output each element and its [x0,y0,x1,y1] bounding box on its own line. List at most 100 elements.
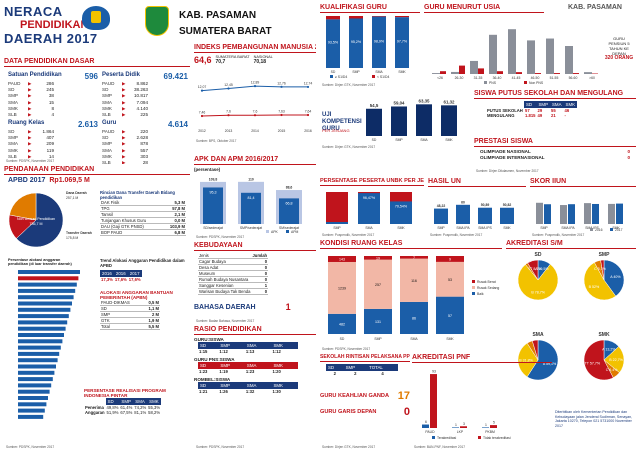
data-label: A 59,1% [543,362,557,366]
rank-bar [18,295,74,300]
rank-bar [18,402,47,407]
row-value: 6,8 M [163,229,186,236]
guru-label: Guru [102,120,117,126]
ipm-panel: INDEKS PEMBANGUNAN MANUSIA 2016 64,6 SUM… [194,44,316,144]
header-line1: NERACA [4,4,63,19]
tick-label: 2014 [251,129,259,133]
legend-swatch [286,230,289,233]
row-value: Jumlah [251,253,269,259]
hasilun-source: Sumber: Puspendik, November 2017 [430,233,483,237]
prestasi-row: OLIMPIADE NASIONAL 0 [480,149,630,154]
list-item: SMP ▶ 407 [8,135,98,141]
table-row: Warisan Budaya Tak Benda 0 [198,288,269,295]
arrow-right-icon: ▶ [28,147,32,153]
legend-swatch [590,228,593,231]
list-item: SD ▶ 245 [8,87,98,93]
arrow-right-icon: ▶ [28,99,32,105]
keahlian-title: GURU KEAHLIAN GANDA [320,393,389,399]
row-label: GTK [100,317,143,324]
bar [544,204,551,224]
trend-title: Trend Alokasi Anggaran Pendidikan dalam … [100,258,185,268]
bar [366,108,382,136]
arrow-right-icon: ▶ [28,87,32,93]
pie-slice [526,339,559,381]
ipm-title: INDEKS PEMBANGUNAN MANUSIA 2016 [194,44,316,53]
legend-swatch [472,292,475,295]
kondisi-source: Sumber: PDSPK, November 2017 [322,347,371,351]
ulang-v-sma: 21 [551,113,556,118]
putus-table: SD SMP SMA SMK PUTUS SEKOLAH 57 29 55 46… [486,101,578,118]
legend-swatch [524,81,527,84]
bar [432,73,440,74]
ulang-v-smp: 49 [537,113,543,118]
legend-swatch [432,436,435,439]
prestasi-nasional-value: 0 [627,149,630,154]
rasio-gs-smp: 1:12 [219,349,228,354]
data-label: A 10,5% [535,267,549,271]
legend-label: Rusak Sedang [477,286,499,290]
row-label: Warisan Budaya Tak Benda [198,288,252,295]
list-item-value: 28 [142,160,148,164]
pip-anggaran-sma: 81,1% [134,410,147,415]
row-value: 103,9 M [163,223,186,230]
list-item-value: 14 [48,153,54,159]
arrow-right-icon: ▶ [28,135,32,141]
list-item-label: PAUD [102,129,115,134]
list-item: SMA ▶ 15 [8,100,98,106]
usia-panel: GURU MENURUT USIA <26 26-30 31-35 36-40 41-4… [424,4,636,88]
data-label: A 40% [610,275,621,279]
row-label: Rumah Budaya Nusantara [198,276,252,283]
bar [440,71,446,74]
bar [536,202,543,224]
bar-segment [328,261,356,314]
data-label: 143 [339,257,345,261]
list-item-value: 209 [46,141,54,147]
rasio-pns-smk: 1:20 [272,369,281,374]
kebudayaan-panel: KEBUDAYAAN Jenis Jumlah Cagar Budaya 0 Desa … [194,242,316,300]
keahlian-value: 17 [397,390,410,402]
list-item-value: 2.628 [136,135,149,141]
tick-label: SD/sederajat [203,226,223,230]
data-label: 63,35 [419,98,431,103]
data-point [227,114,230,117]
rasio-rombel-h-sma: SMA [244,382,272,389]
data-label: 48,22 [437,204,446,208]
data-label: 109,8 [209,177,218,181]
bar [326,222,348,224]
legend-label: Non PNS [529,81,544,85]
pendanaan-title: PENDANAAN PENDIDIKAN [4,166,190,175]
list-item-value: 286 [46,81,54,86]
data-point [253,114,257,117]
table-row: DAK Fisik 5,3 M [100,200,186,206]
list-item-value: 15 [48,99,54,105]
row-value: 2 M [142,311,160,318]
bar [470,60,478,74]
data-pendidikan-dasar-panel: DATA PENDIDIKAN DASAR Satuan Pendidikan … [4,58,190,164]
tick-label: SMA [365,226,373,230]
table-row: Tamsil 2,1 M [100,211,186,218]
ruang-block: Ruang Kelas 2.613 SD ▶ 1.864 SMP ▶ 407 SMA ▶ 209… [8,120,98,160]
pie-title: SMK [598,332,610,338]
data-label: 7,6 [226,110,231,114]
pensiun-label: GURU PENSIUN 5 TAHUN KE DEPAN [608,36,630,56]
list-item: SMP ▶ 38 [8,93,98,99]
tick-label: 2015 [278,129,286,133]
pip-block: PERSENTASE REALISASI PROGRAM INDONESIA P… [84,388,188,415]
rasio-title: RASIO PENDIDIKAN [194,326,316,335]
tick-label: SMP [437,226,445,230]
putus-v-sma: 55 [551,108,556,113]
pip-anggaran-smp: 67,5% [120,410,133,415]
slice-label: Dana Daerah [66,191,87,195]
skorun-panel: SKOR IIUN SMP SMA IPA SMA IPS SMK 2016 2017 S… [530,178,636,238]
kebudayaan-table: Jenis Jumlah Cagar Budaya 0 Desa Adat 0 Museum… [198,253,269,295]
data-label: 116 [411,279,417,283]
garis-value: 0 [403,406,410,418]
legend-swatch [478,436,481,439]
bar [516,72,522,74]
bar-segment [364,256,392,260]
kondisi-chart: 482 1239 143 SD 131 257 19 SMP 86 116 7 SMA 57 53 9 SMK… [328,256,499,341]
trend-year-1: 2016 [100,270,114,277]
